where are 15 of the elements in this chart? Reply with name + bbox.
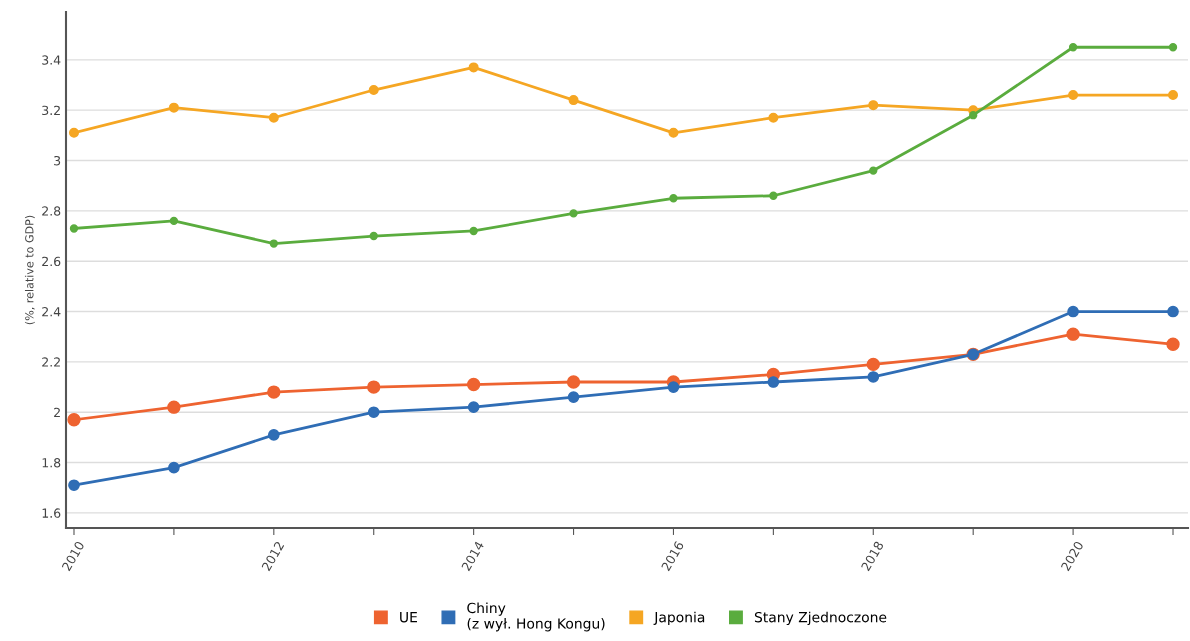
legend-label: UE (400, 612, 417, 623)
y-tick-label: 2.8 (42, 206, 61, 216)
y-tick-label: 2.6 (42, 256, 61, 267)
legend-label: Japonia (653, 611, 705, 626)
legend-label: Stany Zjednoczone (754, 611, 887, 626)
legend-label: Chiny (z wył. Hong Kongu) (467, 602, 605, 632)
y-tick-label: 2.4 (42, 307, 61, 317)
y-tick-label: 2 (54, 407, 60, 417)
y-tick-label: 3.2 (42, 105, 60, 116)
y-axis-title: (%, relative to GDP) (24, 215, 35, 325)
y-tick-label: 3.4 (42, 55, 61, 65)
y-tick-label: 2.2 (42, 357, 60, 367)
y-tick-label: 1.6 (42, 508, 61, 518)
y-tick-label: 1.8 (42, 458, 61, 468)
y-tick-label: 3 (54, 155, 61, 166)
